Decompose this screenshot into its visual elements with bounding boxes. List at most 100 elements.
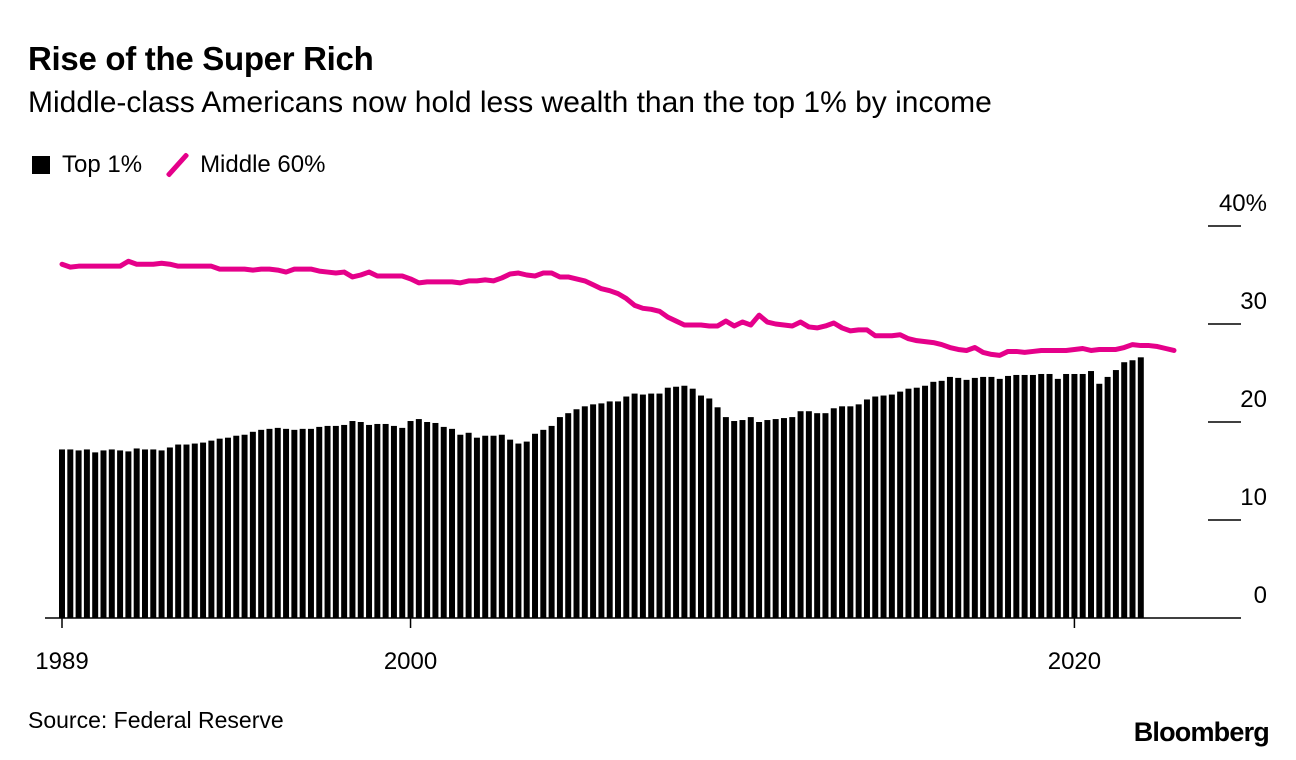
bar bbox=[789, 417, 796, 618]
bar bbox=[540, 429, 547, 618]
bar bbox=[1013, 374, 1020, 618]
bar bbox=[316, 426, 323, 618]
bar bbox=[805, 411, 812, 618]
bar bbox=[606, 401, 613, 618]
bar bbox=[722, 417, 729, 618]
bar bbox=[158, 450, 165, 618]
legend-label-top1: Top 1% bbox=[62, 151, 143, 178]
bar bbox=[1071, 373, 1078, 618]
bar bbox=[141, 449, 148, 618]
bar bbox=[274, 427, 281, 618]
bar bbox=[191, 443, 198, 618]
bar bbox=[556, 417, 563, 618]
bar bbox=[374, 423, 381, 618]
bar bbox=[1021, 374, 1028, 618]
bar bbox=[697, 395, 704, 618]
bar bbox=[532, 433, 539, 618]
bar bbox=[996, 378, 1003, 618]
bar bbox=[366, 424, 373, 618]
y-tick-label: 40% bbox=[1219, 190, 1267, 217]
legend: Top 1% Middle 60% bbox=[32, 148, 347, 182]
bar bbox=[598, 403, 605, 618]
x-tick-label: 2020 bbox=[1048, 648, 1101, 675]
bar bbox=[797, 411, 804, 618]
chart-title: Rise of the Super Rich bbox=[28, 40, 374, 77]
source-note: Source: Federal Reserve bbox=[28, 707, 284, 733]
bar bbox=[1088, 371, 1095, 618]
bar bbox=[664, 387, 671, 618]
bar bbox=[241, 434, 248, 618]
bar bbox=[332, 425, 339, 618]
bar bbox=[1063, 373, 1070, 618]
bar bbox=[67, 449, 74, 618]
bar bbox=[324, 425, 331, 618]
bar bbox=[482, 435, 489, 618]
bar bbox=[946, 376, 953, 618]
bar bbox=[1112, 370, 1119, 618]
y-tick-label: 30 bbox=[1240, 288, 1267, 315]
bar bbox=[341, 424, 348, 618]
bar bbox=[490, 435, 497, 618]
bar bbox=[739, 420, 746, 618]
x-tick-label: 2000 bbox=[384, 648, 437, 675]
legend-item-top1: Top 1% bbox=[32, 151, 142, 179]
bar bbox=[863, 399, 870, 618]
bar bbox=[772, 419, 779, 618]
bar bbox=[980, 376, 987, 618]
bar bbox=[1005, 375, 1012, 618]
bar bbox=[266, 428, 273, 618]
bar bbox=[681, 385, 688, 618]
bar bbox=[1129, 360, 1136, 618]
x-tick-label: 1989 bbox=[35, 648, 88, 675]
bar bbox=[133, 448, 140, 618]
bar bbox=[714, 407, 721, 618]
bar bbox=[283, 428, 290, 618]
bar bbox=[847, 406, 854, 618]
bar bbox=[673, 386, 680, 618]
bar bbox=[59, 449, 65, 618]
bar bbox=[224, 437, 231, 618]
bar bbox=[449, 428, 456, 618]
bar bbox=[75, 450, 82, 618]
bar bbox=[166, 447, 173, 618]
bar bbox=[631, 393, 638, 618]
bar bbox=[1029, 374, 1036, 618]
bar bbox=[573, 409, 580, 618]
bar bbox=[955, 377, 962, 618]
chart-subtitle: Middle-class Americans now hold less wea… bbox=[28, 86, 992, 119]
bar bbox=[639, 394, 646, 618]
bar bbox=[1038, 373, 1045, 618]
bar bbox=[938, 380, 945, 618]
legend-item-middle60: Middle 60% bbox=[164, 151, 325, 179]
bar bbox=[548, 425, 555, 618]
bar bbox=[880, 395, 887, 618]
legend-label-middle60: Middle 60% bbox=[200, 151, 326, 178]
bar bbox=[200, 442, 207, 618]
bar bbox=[125, 451, 132, 618]
bar bbox=[83, 449, 90, 618]
bar bbox=[988, 376, 995, 618]
bar bbox=[814, 413, 821, 618]
bar bbox=[216, 438, 223, 618]
bar bbox=[415, 419, 422, 618]
bar bbox=[822, 413, 829, 618]
bar bbox=[565, 413, 572, 618]
bar bbox=[623, 396, 630, 618]
bar bbox=[581, 406, 588, 618]
bar bbox=[1096, 383, 1103, 618]
bar bbox=[175, 444, 182, 618]
bar bbox=[382, 423, 389, 618]
bar bbox=[897, 391, 904, 618]
bar bbox=[731, 421, 738, 618]
bar bbox=[872, 396, 879, 618]
bar bbox=[440, 426, 447, 618]
bar bbox=[1046, 373, 1053, 618]
bar bbox=[457, 434, 464, 618]
bloomberg-logo: Bloomberg bbox=[1133, 717, 1270, 747]
bar bbox=[888, 394, 895, 618]
bar bbox=[930, 381, 937, 618]
bar bbox=[150, 449, 157, 618]
bar bbox=[1079, 373, 1086, 618]
bar bbox=[830, 408, 837, 618]
bar bbox=[515, 443, 522, 618]
